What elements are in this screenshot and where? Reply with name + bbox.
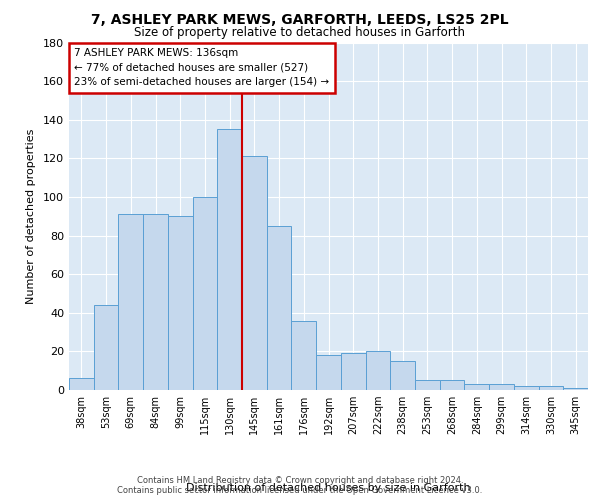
Bar xyxy=(242,156,267,390)
Bar xyxy=(118,214,143,390)
Bar xyxy=(143,214,168,390)
Bar xyxy=(390,361,415,390)
Bar xyxy=(464,384,489,390)
Bar xyxy=(563,388,588,390)
X-axis label: Distribution of detached houses by size in Garforth: Distribution of detached houses by size … xyxy=(186,483,471,493)
Bar xyxy=(539,386,563,390)
Bar xyxy=(341,354,365,390)
Bar xyxy=(489,384,514,390)
Bar xyxy=(94,305,118,390)
Text: Size of property relative to detached houses in Garforth: Size of property relative to detached ho… xyxy=(134,26,466,39)
Bar xyxy=(217,130,242,390)
Bar xyxy=(316,355,341,390)
Bar xyxy=(69,378,94,390)
Text: 7, ASHLEY PARK MEWS, GARFORTH, LEEDS, LS25 2PL: 7, ASHLEY PARK MEWS, GARFORTH, LEEDS, LS… xyxy=(91,12,509,26)
Bar xyxy=(292,320,316,390)
Bar xyxy=(168,216,193,390)
Bar xyxy=(365,352,390,390)
Text: 7 ASHLEY PARK MEWS: 136sqm
← 77% of detached houses are smaller (527)
23% of sem: 7 ASHLEY PARK MEWS: 136sqm ← 77% of deta… xyxy=(74,48,329,88)
Bar xyxy=(440,380,464,390)
Text: Contains HM Land Registry data © Crown copyright and database right 2024.
Contai: Contains HM Land Registry data © Crown c… xyxy=(118,476,482,495)
Bar xyxy=(415,380,440,390)
Bar xyxy=(267,226,292,390)
Bar xyxy=(514,386,539,390)
Y-axis label: Number of detached properties: Number of detached properties xyxy=(26,128,36,304)
Bar xyxy=(193,197,217,390)
